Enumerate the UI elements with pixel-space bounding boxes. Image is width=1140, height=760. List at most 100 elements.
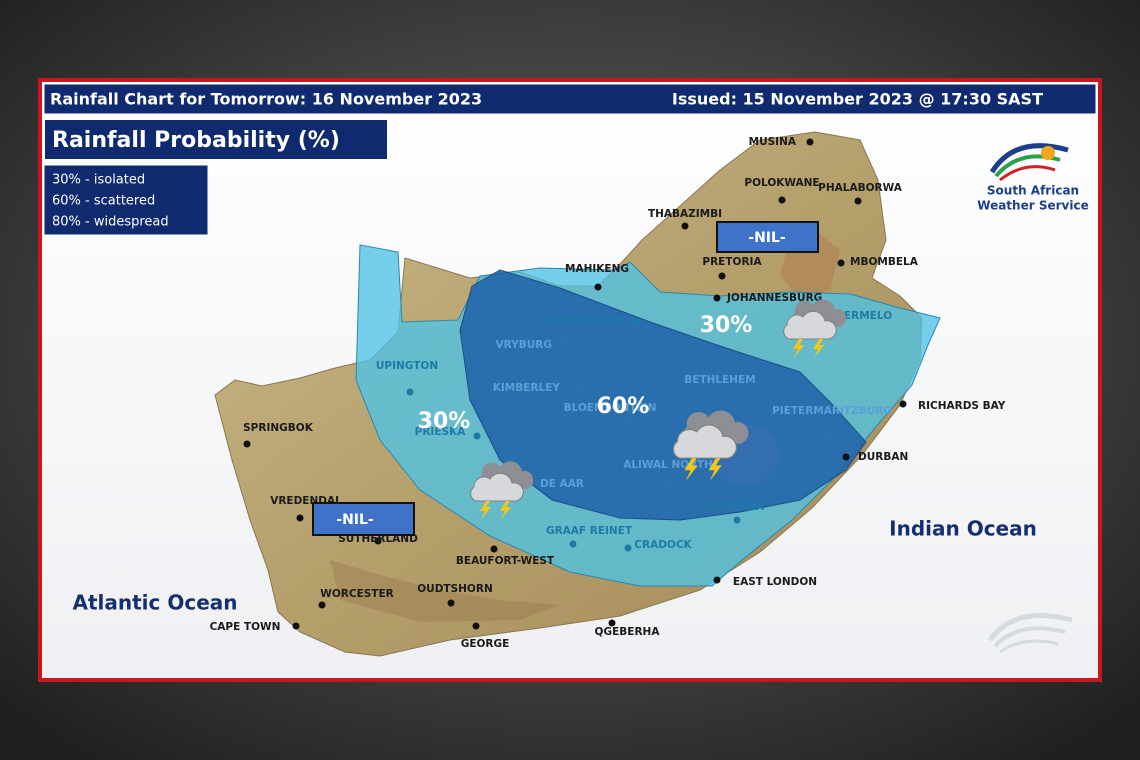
- city-dot: [854, 197, 862, 205]
- city-dot: [473, 432, 481, 440]
- city-dot: [732, 376, 740, 384]
- city-dot: [664, 477, 672, 485]
- header-bar: [43, 83, 1097, 115]
- city-label: GEORGE: [461, 638, 510, 650]
- city-dot: [608, 619, 616, 627]
- storm-icon: [672, 410, 749, 481]
- zone-label: 30%: [700, 313, 753, 338]
- nil-label: -NIL-: [748, 230, 786, 246]
- city-label: KLERKSDORP: [545, 315, 625, 327]
- city-label: PRETORIA: [702, 256, 762, 268]
- city-label: PHALABORWA: [818, 182, 903, 194]
- city-dot: [406, 388, 414, 396]
- city-dot: [837, 259, 845, 267]
- city-label: GRAAF REINET: [546, 525, 633, 537]
- city-label: ERMELO: [844, 310, 892, 322]
- city-label: VRYBURG: [496, 339, 552, 351]
- city-label: OUDTSHORN: [417, 583, 492, 595]
- city-label: BEAUFORT-WEST: [456, 555, 555, 567]
- city-label: KIMBERLEY: [493, 382, 561, 394]
- city-label: SPRINGBOK: [243, 422, 314, 434]
- city-dot: [778, 196, 786, 204]
- city-label: JOHANNESBURG: [726, 292, 822, 304]
- bolt: [684, 458, 698, 481]
- city-label: BETHLEHEM: [684, 374, 755, 386]
- legend-item: 30% - isolated: [52, 173, 145, 188]
- city-dot: [806, 138, 814, 146]
- city-dot: [623, 416, 631, 424]
- city-dot: [713, 294, 721, 302]
- logo-text: South African: [987, 184, 1079, 198]
- storm-icon: [470, 461, 534, 520]
- city-label: CRADOCK: [634, 539, 692, 551]
- city-label: UPINGTON: [376, 360, 438, 372]
- city-label: BLOEMFONTEIN: [564, 402, 657, 414]
- legend-item: 80% - widespread: [52, 215, 169, 230]
- city-dot: [713, 576, 721, 584]
- bolt: [500, 501, 511, 520]
- legend-box: [43, 164, 209, 236]
- city-dot: [447, 599, 455, 607]
- city-label: EAST LONDON: [733, 576, 817, 588]
- cloud-front: [783, 310, 837, 340]
- city-label: MAHIKENG: [565, 263, 629, 275]
- city-dot: [472, 622, 480, 630]
- city-dot: [569, 540, 577, 548]
- city-dot: [374, 537, 382, 545]
- bolt: [793, 339, 804, 358]
- watermark: [987, 613, 1073, 654]
- city-dot: [624, 544, 632, 552]
- city-label: ALIWAL NORTH: [623, 459, 713, 471]
- storm-icons: [470, 299, 847, 520]
- bolt: [480, 501, 491, 520]
- mountains: [330, 560, 560, 622]
- city-label: DE AAR: [540, 478, 584, 490]
- city-dot: [681, 222, 689, 230]
- bolt: [708, 458, 722, 481]
- cloud-front: [470, 472, 524, 502]
- city-label: PRIESKA: [415, 426, 467, 438]
- city-dot: [594, 283, 602, 291]
- header-title: Rainfall Chart for Tomorrow: 16 November…: [50, 90, 482, 109]
- city-dot: [899, 400, 907, 408]
- logo-text: Weather Service: [977, 199, 1088, 213]
- ocean-label: Atlantic Ocean: [72, 591, 237, 615]
- city-dot: [823, 430, 831, 438]
- city-label: RICHARDS BAY: [918, 400, 1006, 412]
- city-dot: [292, 622, 300, 630]
- nil-box: [716, 221, 819, 253]
- city-label: QGEBERHA: [595, 626, 661, 638]
- city-dot: [490, 545, 498, 553]
- city-dot: [632, 317, 640, 325]
- city-label: CAPE TOWN: [210, 621, 281, 633]
- header-issued: Issued: 15 November 2023 @ 17:30 SAST: [672, 90, 1043, 109]
- bolt: [813, 339, 824, 358]
- city-dot: [296, 514, 304, 522]
- city-label: THABAZIMBI: [648, 208, 722, 220]
- city-label: WORCESTER: [320, 588, 393, 600]
- zone-label: 60%: [597, 394, 650, 419]
- nil-box: [312, 502, 415, 536]
- city-dot: [574, 387, 582, 395]
- zone-label: 30%: [418, 409, 471, 434]
- legend-title: Rainfall Probability (%): [52, 128, 340, 153]
- legend-item: 60% - scattered: [52, 194, 155, 209]
- city-dot: [718, 272, 726, 280]
- ocean-label: Indian Ocean: [889, 517, 1037, 541]
- city-dot: [733, 516, 741, 524]
- cloud-front: [672, 424, 738, 459]
- city-dot: [318, 601, 326, 609]
- city-label: DURBAN: [858, 451, 908, 463]
- city-label: PIETERMARITZBURG: [772, 405, 892, 417]
- city-dot: [842, 453, 850, 461]
- storm-icon: [783, 299, 847, 358]
- city-label: POLOKWANE: [744, 177, 819, 189]
- legend-title-box: [43, 118, 389, 161]
- city-label: MUSINA: [749, 136, 797, 148]
- city-label: MBOMBELA: [850, 256, 919, 268]
- city-dot: [561, 335, 569, 343]
- logo: [989, 143, 1069, 182]
